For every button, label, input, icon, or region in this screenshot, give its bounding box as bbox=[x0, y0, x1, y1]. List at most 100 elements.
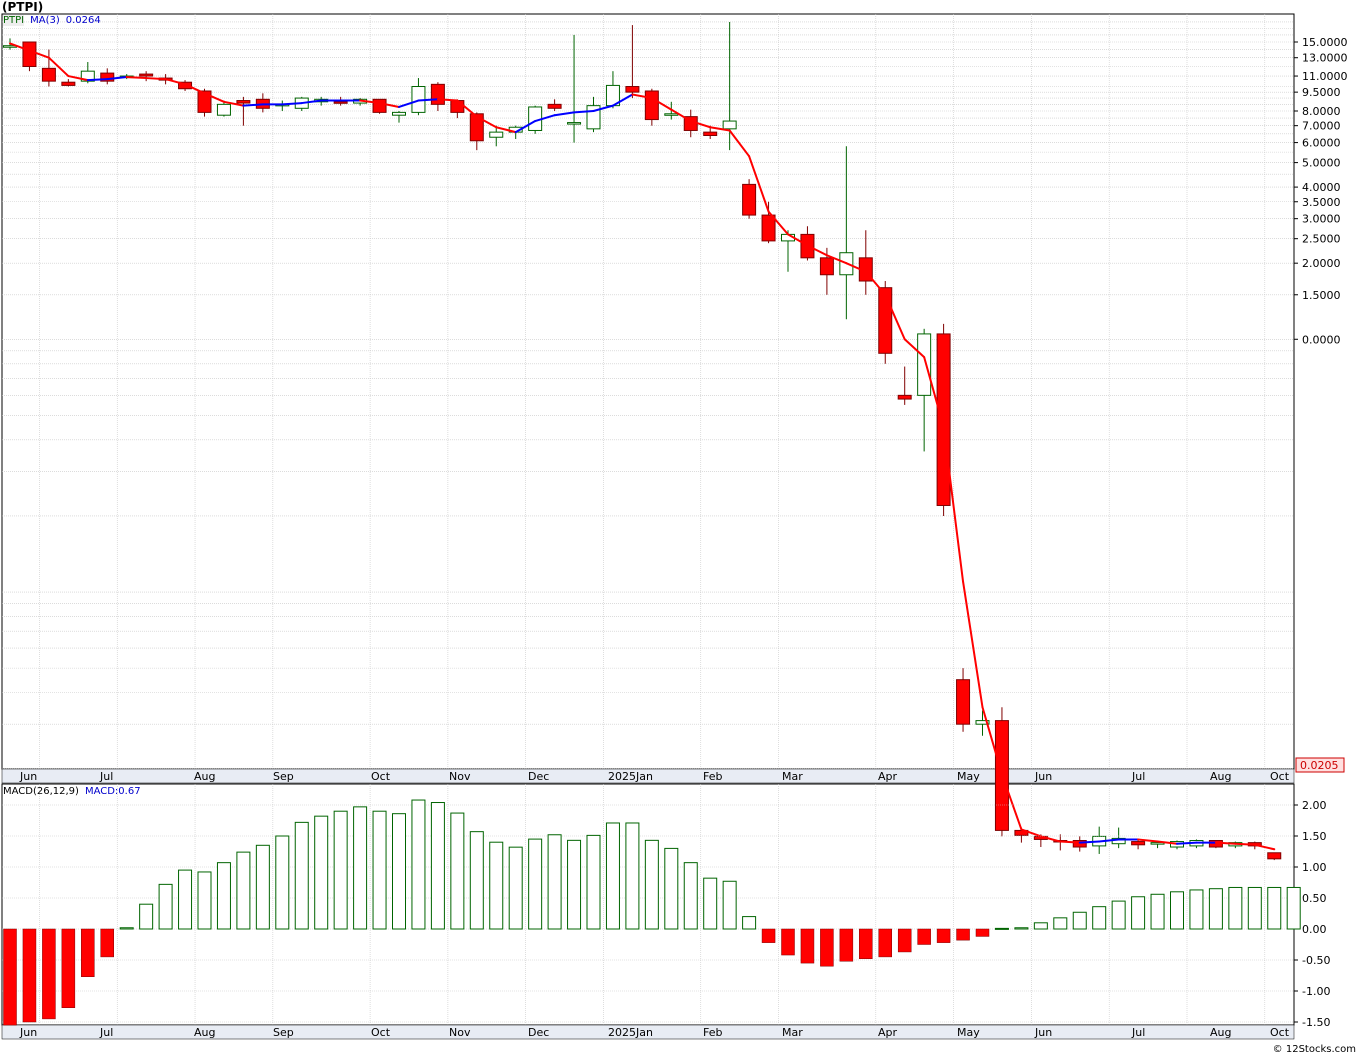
price-x-axis-band bbox=[1, 768, 1295, 784]
ma-line-segment bbox=[378, 102, 400, 108]
price-x-tick-label: Sep bbox=[273, 770, 294, 783]
ma-line-segment bbox=[942, 425, 965, 583]
candle-body bbox=[722, 120, 737, 130]
candle-body bbox=[1150, 842, 1165, 845]
macd-x-tick-label: May bbox=[957, 1026, 980, 1039]
candle-body bbox=[1267, 852, 1282, 860]
macd-bar bbox=[839, 928, 854, 962]
ma-line-segment bbox=[222, 100, 245, 107]
ma-line-segment bbox=[981, 706, 1003, 776]
ma-line-segment bbox=[9, 42, 50, 59]
macd-bar bbox=[625, 822, 640, 930]
candle-body bbox=[644, 90, 659, 121]
macd-bar bbox=[314, 815, 329, 930]
macd-x-tick-label: Feb bbox=[703, 1026, 722, 1039]
ma-line-segment bbox=[1020, 828, 1042, 838]
ma-line-segment bbox=[67, 75, 89, 82]
legend-macd-value: MACD:0.67 bbox=[84, 786, 141, 797]
candle-body bbox=[956, 679, 971, 725]
macd-bar bbox=[605, 822, 620, 930]
macd-x-tick-label: Nov bbox=[449, 1026, 471, 1039]
candle-body bbox=[392, 111, 406, 116]
candle-body bbox=[450, 100, 465, 113]
legend-macd-label: MACD(26,12,9) bbox=[3, 786, 79, 797]
ma-line-segment bbox=[748, 155, 770, 213]
price-tick-label: 4.0000 bbox=[1302, 181, 1341, 194]
macd-tick-label: 1.50 bbox=[1302, 830, 1327, 843]
macd-bar bbox=[216, 862, 231, 930]
ma-line-segment bbox=[631, 93, 653, 100]
macd-bar bbox=[81, 928, 95, 977]
ma-line-segment bbox=[145, 77, 167, 81]
candle-body bbox=[41, 67, 56, 82]
macd-x-tick-label: Oct bbox=[1270, 1026, 1290, 1039]
ma-line-segment bbox=[767, 210, 789, 236]
macd-x-tick-label: Apr bbox=[878, 1026, 898, 1039]
macd-bar bbox=[683, 862, 698, 930]
candle-body bbox=[703, 131, 718, 137]
candle-body bbox=[197, 90, 212, 113]
macd-x-tick-label: Sep bbox=[273, 1026, 294, 1039]
price-x-tick-label: 2025Jan bbox=[608, 770, 653, 783]
ma-line-segment bbox=[1000, 773, 1023, 831]
candle-body bbox=[22, 41, 37, 67]
candle-body bbox=[469, 113, 484, 142]
macd-bar bbox=[1247, 886, 1262, 930]
price-legend: PTPI MA(3) 0.0264 bbox=[3, 15, 107, 26]
macd-bar bbox=[1092, 906, 1107, 930]
macd-bar bbox=[139, 903, 154, 930]
ma-line-segment bbox=[281, 102, 303, 106]
macd-bar bbox=[119, 927, 134, 930]
credit-text: © 12Stocks.com bbox=[1272, 1044, 1356, 1055]
ma-line-segment bbox=[1137, 838, 1159, 843]
candle-body bbox=[216, 103, 231, 116]
macd-bar bbox=[800, 928, 815, 964]
price-x-tick-label: Aug bbox=[1210, 770, 1231, 783]
macd-bar bbox=[586, 834, 601, 930]
macd-tick-label: -0.50 bbox=[1302, 954, 1330, 967]
ma-line-segment bbox=[359, 99, 381, 105]
price-x-tick-label: Dec bbox=[528, 770, 549, 783]
macd-bar bbox=[333, 810, 348, 930]
macd-bar bbox=[158, 883, 173, 930]
ma-line-segment bbox=[787, 233, 809, 247]
ma-line-segment bbox=[203, 92, 225, 103]
macd-bar bbox=[528, 838, 543, 930]
macd-bar bbox=[936, 928, 951, 943]
macd-tick-label: -1.50 bbox=[1302, 1016, 1330, 1029]
macd-bar bbox=[742, 916, 757, 930]
macd-bar bbox=[1053, 917, 1068, 930]
ma-line-segment bbox=[1059, 840, 1081, 844]
macd-bar bbox=[1189, 889, 1204, 930]
ma-line-segment bbox=[670, 108, 692, 123]
price-x-tick-label: Oct bbox=[371, 770, 391, 783]
ma-line-segment bbox=[1078, 840, 1101, 844]
macd-bar bbox=[42, 928, 56, 1020]
macd-bar bbox=[1267, 886, 1282, 930]
candle-body bbox=[1072, 839, 1087, 848]
ma-line-segment bbox=[864, 270, 887, 296]
macd-bar bbox=[1208, 888, 1223, 930]
price-x-tick-label: Jul bbox=[99, 770, 113, 783]
legend-symbol: PTPI bbox=[3, 15, 25, 26]
price-x-tick-label: Jun bbox=[19, 770, 37, 783]
legend-ma-value: 0.0264 bbox=[65, 15, 101, 26]
macd-bar bbox=[294, 821, 309, 930]
last-price-label: 0.0205 bbox=[1300, 759, 1339, 772]
macd-x-tick-label: Jun bbox=[19, 1026, 37, 1039]
candle-body bbox=[1131, 841, 1146, 846]
macd-bar bbox=[255, 844, 270, 930]
price-tick-label: 2.5000 bbox=[1302, 233, 1341, 246]
candle-body bbox=[625, 86, 640, 93]
macd-bar bbox=[353, 806, 368, 930]
ma-line-segment bbox=[47, 56, 70, 78]
ma-line-segment bbox=[300, 99, 323, 105]
macd-bar bbox=[994, 927, 1009, 930]
candle-body bbox=[878, 287, 893, 354]
price-tick-label: 6.0000 bbox=[1302, 137, 1341, 150]
price-tick-label: 9.5000 bbox=[1302, 86, 1341, 99]
candle-body bbox=[236, 100, 251, 104]
ma-line-segment bbox=[398, 99, 420, 108]
